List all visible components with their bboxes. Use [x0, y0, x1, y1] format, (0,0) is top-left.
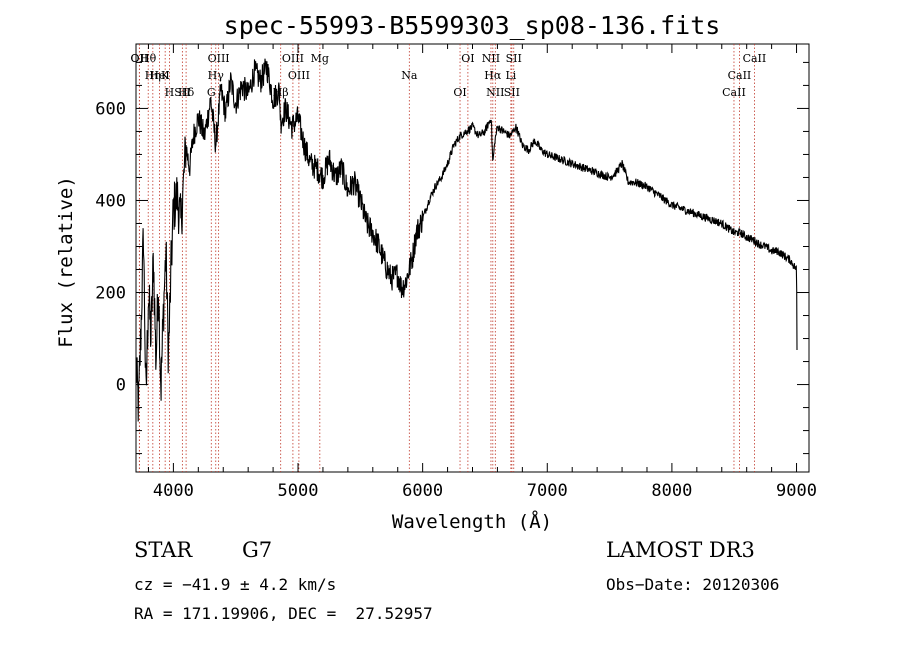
axis-tick-labels: 4000 5000 6000 7000 8000 9000 0 200 400 600	[95, 99, 817, 501]
spectral-lines	[138, 44, 755, 472]
spectral-line-label: OI	[461, 52, 474, 65]
spectral-line-label: SII	[504, 86, 520, 99]
spectral-line-label: CaII	[728, 69, 752, 82]
spectral-line-label: SII	[506, 52, 522, 65]
x-tick-label: 6000	[402, 481, 443, 501]
y-tick-label: 600	[95, 99, 126, 119]
spectral-line-label: NII	[486, 86, 504, 99]
spectral-line-label: Hθ	[140, 52, 157, 65]
spectral-line-label: Hδ	[178, 86, 195, 99]
spectral-line-label: SII	[174, 86, 190, 99]
spectral-line-label: CaII	[722, 86, 746, 99]
survey-name: LAMOST DR3	[606, 538, 755, 562]
spectral-line-label: CaII	[743, 52, 767, 65]
spectral-line-label: Li	[505, 69, 516, 82]
spectral-line-label: OII	[131, 52, 149, 65]
x-tick-label: 7000	[527, 481, 568, 501]
x-tick-label: 5000	[278, 481, 319, 501]
spectral-line-label: Hη	[145, 69, 161, 82]
y-tick-label: 200	[95, 284, 126, 304]
spectral-line-label: OIII	[288, 69, 310, 82]
spectral-line-label: OI	[453, 86, 466, 99]
observation-date: Obs−Date: 20120306	[606, 575, 780, 594]
spectral-line-label: OIII	[208, 52, 230, 65]
object-subclass: G7	[242, 538, 273, 562]
y-tick-label: 0	[116, 376, 126, 396]
spectral-line-label: G	[207, 86, 216, 99]
redshift-cz: cz = −41.9 ± 4.2 km/s	[134, 575, 337, 594]
x-axis-label: Wavelength (Å)	[392, 510, 552, 533]
object-class: STAR	[134, 538, 193, 562]
spectral-line-label: OIII	[282, 52, 304, 65]
spectral-line-label: HeI	[149, 69, 169, 82]
y-axis-label: Flux (relative)	[55, 176, 77, 348]
x-tick-label: 9000	[776, 481, 817, 501]
spectral-line-label: OII	[131, 52, 149, 65]
spectral-line-label: Na	[401, 69, 418, 82]
spectral-line-label: NII	[482, 52, 500, 65]
spectral-line-label: Hα	[484, 69, 502, 82]
spectral-line-labels: HθKHδOIIHeISIIOIIHηHOIIIHγGOIIIOIIIHβMgN…	[131, 52, 767, 99]
ra-dec: RA = 171.19906, DEC = 27.52957	[134, 604, 433, 623]
x-tick-label: 4000	[153, 481, 194, 501]
spectral-line-label: K	[161, 69, 170, 82]
chart-title: spec-55993-B5599303_sp08-136.fits	[224, 11, 721, 40]
x-tick-label: 8000	[651, 481, 692, 501]
spectral-line-label: H	[165, 86, 175, 99]
spectral-line-label: Hγ	[208, 69, 225, 82]
y-tick-label: 400	[95, 191, 126, 211]
spectrum-line	[135, 58, 798, 422]
spectral-line-label: Mg	[311, 52, 329, 65]
